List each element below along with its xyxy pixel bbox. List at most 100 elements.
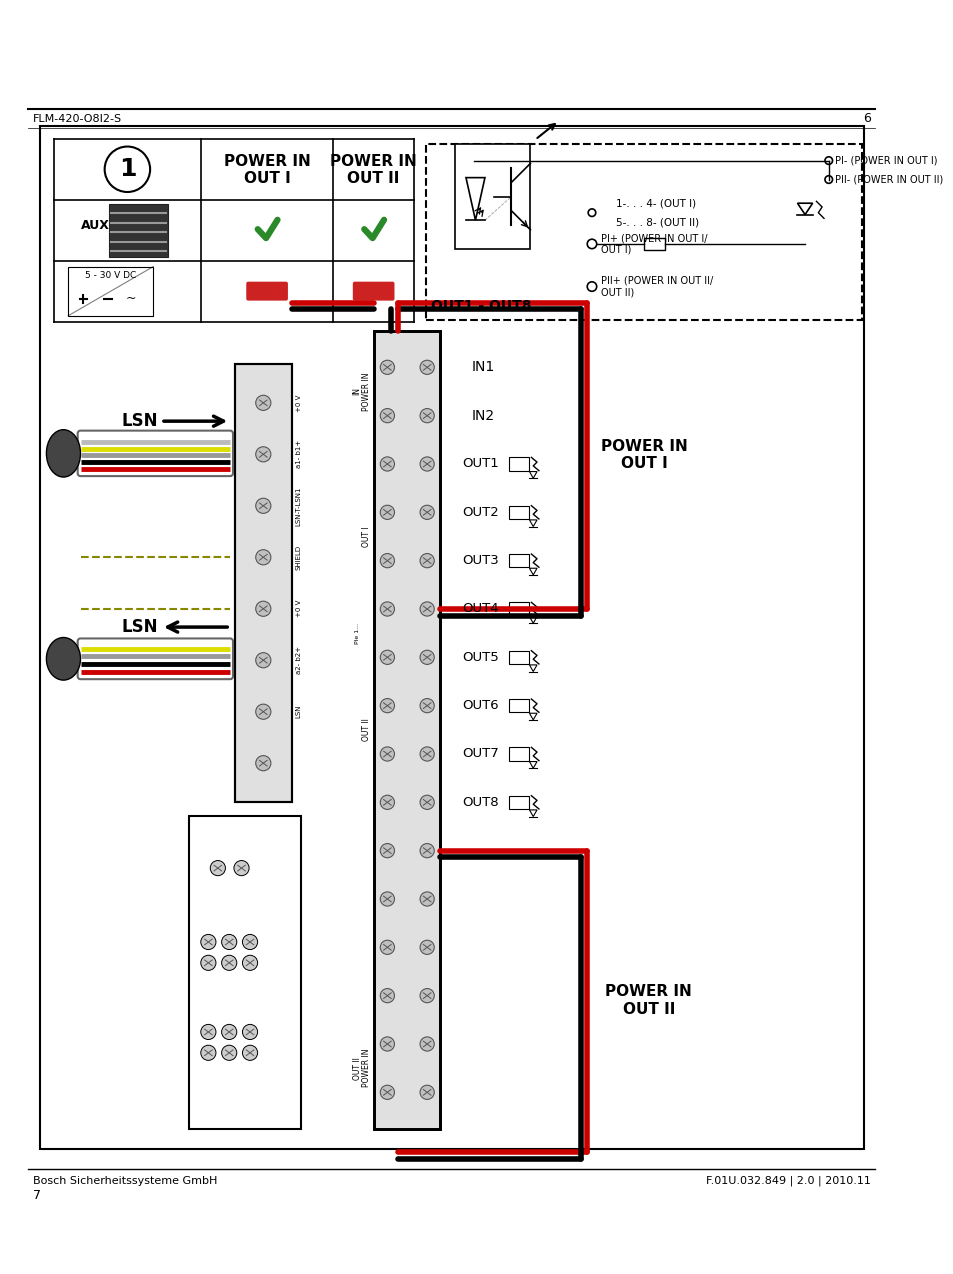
Circle shape (380, 506, 395, 520)
Text: OUT II: OUT II (622, 1001, 675, 1017)
Circle shape (419, 409, 434, 423)
Circle shape (380, 892, 395, 906)
Text: OUT4: OUT4 (461, 603, 498, 615)
Bar (234, 364, 292, 801)
Circle shape (419, 843, 434, 857)
Circle shape (419, 553, 434, 568)
Circle shape (419, 457, 434, 471)
Bar (508, 603, 529, 615)
Text: PII- (POWER IN OUT II): PII- (POWER IN OUT II) (835, 175, 943, 185)
Circle shape (380, 843, 395, 857)
Text: OUT II: OUT II (362, 719, 371, 741)
Text: ~: ~ (126, 292, 136, 306)
Circle shape (255, 498, 271, 513)
Text: +0 V: +0 V (295, 394, 301, 412)
Circle shape (242, 1024, 257, 1040)
Text: 1: 1 (118, 157, 136, 181)
Circle shape (419, 361, 434, 375)
Bar (374, 331, 440, 1129)
Text: POWER IN: POWER IN (362, 1049, 371, 1088)
Text: OUT2: OUT2 (461, 506, 498, 519)
Text: F.01U.032.849 | 2.0 | 2010.11: F.01U.032.849 | 2.0 | 2010.11 (706, 1176, 870, 1186)
Text: LSN: LSN (122, 413, 158, 431)
Text: 7: 7 (33, 1190, 41, 1203)
Text: 6: 6 (862, 112, 870, 125)
Text: Bosch Sicherheitssysteme GmbH: Bosch Sicherheitssysteme GmbH (33, 1176, 217, 1186)
Text: PI+ (POWER IN OUT I/: PI+ (POWER IN OUT I/ (600, 233, 707, 243)
Text: OUT6: OUT6 (461, 699, 498, 712)
Circle shape (380, 409, 395, 423)
Circle shape (255, 755, 271, 771)
Text: LSN-T-LSN1: LSN-T-LSN1 (295, 487, 301, 526)
Text: PII+ (POWER IN OUT II/: PII+ (POWER IN OUT II/ (600, 276, 713, 285)
Circle shape (380, 457, 395, 471)
Bar (508, 796, 529, 809)
Circle shape (233, 860, 249, 875)
Text: a1- b1+: a1- b1+ (295, 441, 301, 469)
Ellipse shape (47, 429, 80, 476)
Circle shape (419, 795, 434, 809)
Text: POWER IN: POWER IN (224, 154, 310, 169)
Text: OUT II: OUT II (353, 1056, 361, 1079)
Circle shape (419, 989, 434, 1003)
Bar (234, 364, 292, 801)
Bar (455, 144, 530, 248)
Text: OUT II: OUT II (347, 171, 399, 186)
Bar (190, 817, 301, 1129)
Text: +0 V: +0 V (295, 600, 301, 618)
Circle shape (380, 747, 395, 761)
Circle shape (419, 601, 434, 617)
Circle shape (242, 934, 257, 949)
Circle shape (419, 698, 434, 712)
Circle shape (380, 940, 395, 954)
Circle shape (221, 934, 236, 949)
Text: OUT3: OUT3 (461, 554, 498, 567)
Circle shape (380, 553, 395, 568)
Circle shape (255, 705, 271, 720)
Bar (643, 238, 664, 250)
Text: PI- (POWER IN OUT I): PI- (POWER IN OUT I) (835, 155, 937, 166)
Circle shape (380, 698, 395, 712)
Circle shape (200, 956, 215, 971)
Text: OUT1: OUT1 (461, 457, 498, 470)
Text: IN2: IN2 (471, 409, 494, 423)
Circle shape (419, 650, 434, 665)
Bar (508, 748, 529, 761)
Text: LSN: LSN (295, 705, 301, 719)
Text: OUT I: OUT I (620, 456, 667, 471)
Text: AUX: AUX (80, 219, 110, 232)
Circle shape (380, 795, 395, 809)
Circle shape (419, 506, 434, 520)
Circle shape (255, 549, 271, 564)
Text: OUT1 - OUT8: OUT1 - OUT8 (431, 299, 531, 313)
Text: OUT8: OUT8 (461, 796, 498, 809)
Circle shape (255, 652, 271, 668)
Text: POWER IN: POWER IN (605, 985, 692, 1000)
Text: 5-. . . 8- (OUT II): 5-. . . 8- (OUT II) (615, 217, 698, 227)
Text: OUT I: OUT I (362, 526, 371, 547)
Text: OUT I): OUT I) (600, 245, 631, 255)
Ellipse shape (47, 637, 80, 680)
Circle shape (200, 1024, 215, 1040)
Text: OUT5: OUT5 (461, 651, 498, 664)
Bar (508, 554, 529, 567)
Bar (68, 266, 153, 316)
Bar (508, 699, 529, 712)
Circle shape (255, 395, 271, 410)
Text: 5 - 30 V DC: 5 - 30 V DC (85, 271, 136, 280)
Circle shape (221, 1024, 236, 1040)
Text: OUT II): OUT II) (600, 287, 634, 297)
Bar (508, 506, 529, 519)
Circle shape (380, 1085, 395, 1099)
Circle shape (255, 601, 271, 617)
Circle shape (210, 860, 225, 875)
Bar (426, 144, 861, 320)
Circle shape (419, 747, 434, 761)
Circle shape (380, 601, 395, 617)
Circle shape (419, 892, 434, 906)
Text: 1-. . . 4- (OUT I): 1-. . . 4- (OUT I) (615, 199, 695, 208)
Bar (374, 331, 440, 1129)
Text: SHIELD: SHIELD (295, 545, 301, 569)
Circle shape (221, 1045, 236, 1060)
Text: POWER IN: POWER IN (600, 438, 687, 454)
